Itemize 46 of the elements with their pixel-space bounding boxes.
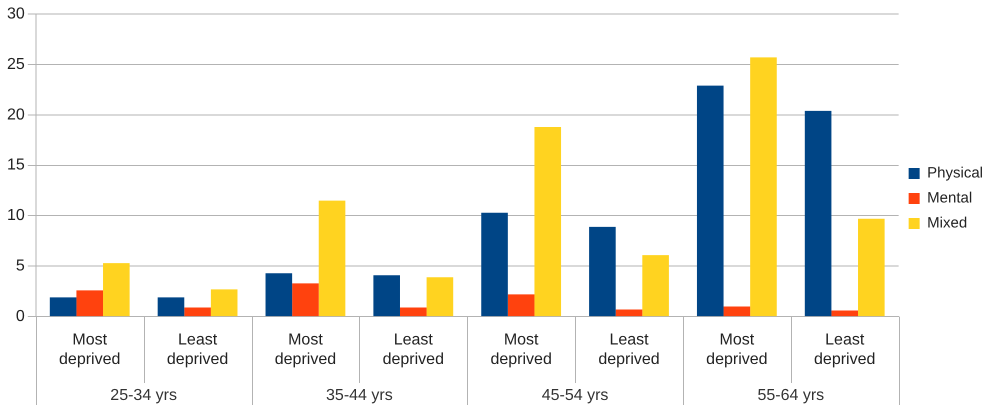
legend-label: Mental — [927, 190, 972, 207]
y-tick-label: 30 — [7, 5, 25, 22]
x-tick-label: Most deprived — [274, 332, 336, 368]
text: 55-64 yrs — [757, 387, 824, 404]
bar — [318, 200, 346, 316]
text: 45-54 yrs — [542, 387, 608, 404]
x-tick-label: Least deprived — [598, 332, 660, 368]
bar — [589, 226, 616, 316]
bar — [103, 263, 130, 316]
y-tick-label: 20 — [7, 106, 25, 124]
bar — [642, 255, 669, 316]
bar — [400, 308, 427, 316]
legend-label: Mixed — [927, 214, 968, 232]
bar — [426, 277, 454, 316]
bar — [184, 308, 211, 316]
bar — [508, 294, 534, 316]
bar — [724, 306, 750, 316]
bar — [481, 212, 508, 316]
y-tick-label: 25 — [7, 56, 25, 73]
bar — [210, 289, 238, 316]
x-tick-label: Most deprived — [59, 332, 120, 368]
bar — [158, 297, 184, 316]
bar — [373, 275, 400, 316]
bar — [750, 57, 777, 316]
bar — [696, 86, 724, 316]
x-tick-label: Least deprived — [382, 332, 444, 368]
bar — [534, 126, 562, 316]
y-tick-label: 0 — [16, 308, 25, 326]
y-tick-label: 5 — [16, 258, 25, 275]
bar — [858, 218, 885, 316]
text: 25-34 yrs — [110, 387, 178, 404]
x-tick-label: Most deprived — [490, 332, 552, 368]
bar — [831, 310, 858, 316]
y-tick-label: 10 — [7, 207, 25, 224]
y-tick-label: 15 — [7, 156, 25, 174]
bar — [50, 297, 76, 316]
legend-label: Physical — [927, 164, 984, 182]
bar — [616, 310, 642, 316]
x-tick-label: Least deprived — [814, 332, 876, 368]
x-tick-label: Most deprived — [706, 332, 768, 368]
bar — [292, 283, 319, 316]
bar — [266, 273, 292, 316]
x-tick-label: Least deprived — [166, 332, 228, 368]
bar — [76, 290, 104, 316]
bar — [804, 110, 832, 316]
text: 35-44 yrs — [326, 387, 393, 404]
